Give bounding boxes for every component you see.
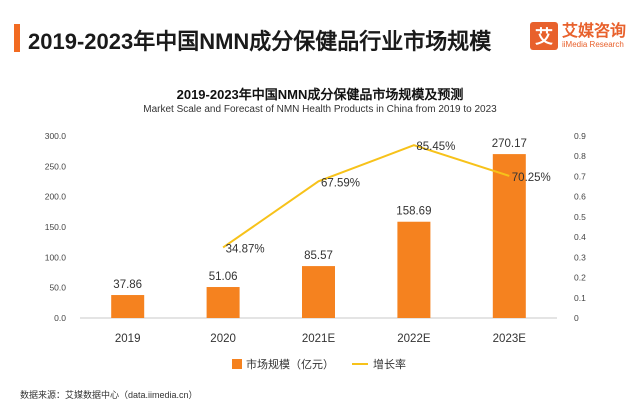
bar-data-label: 37.86 (113, 279, 142, 291)
line-growth-rate (222, 144, 510, 249)
y-left-tick-label: 50.0 (49, 283, 66, 293)
bar-data-label: 85.57 (304, 250, 333, 262)
brand-logo: 艾 艾媒咨询 iiMedia Research (529, 22, 626, 50)
line-data-label: 70.25% (512, 172, 551, 184)
y-left-tick-label: 100.0 (45, 252, 67, 262)
y-right-tick-label: 0.2 (574, 273, 586, 283)
line-data-label: 67.59% (321, 177, 360, 189)
y-right-tick-label: 0 (574, 313, 579, 323)
bar-market-scale (111, 295, 145, 318)
y-left-tick-label: 150.0 (45, 222, 67, 232)
chart-subtitle: Market Scale and Forecast of NMN Health … (143, 104, 497, 115)
y-left-tick-label: 300.0 (45, 131, 67, 141)
page-title: 2019-2023年中国NMN成分保健品行业市场规模 (28, 29, 492, 54)
logo-name-cn: 艾媒咨询 (561, 22, 626, 40)
y-left-tick-label: 0.0 (54, 313, 66, 323)
x-tick-label: 2020 (210, 333, 236, 345)
x-tick-label: 2023E (493, 333, 527, 345)
bar-market-scale (206, 287, 240, 318)
legend-label-bar: 市场规模（亿元） (246, 357, 334, 371)
y-right-tick-label: 0.8 (574, 151, 586, 161)
x-tick-label: 2022E (397, 333, 431, 345)
x-tick-label: 2021E (302, 333, 336, 345)
y-right-tick-label: 0.3 (574, 252, 586, 262)
y-right-tick-label: 0.7 (574, 171, 586, 181)
y-left-tick-label: 250.0 (45, 161, 67, 171)
y-right-tick-label: 0.9 (574, 131, 586, 141)
y-right-tick-label: 0.6 (574, 192, 586, 202)
bar-data-label: 270.17 (492, 138, 527, 150)
x-tick-label: 2019 (115, 333, 141, 345)
chart-title: 2019-2023年中国NMN成分保健品市场规模及预测 (176, 87, 464, 102)
bar-market-scale (492, 154, 526, 318)
bar-data-label: 158.69 (396, 206, 431, 218)
logo-name-en: iiMedia Research (561, 39, 624, 49)
line-data-label: 34.87% (226, 243, 265, 255)
y-right-tick-label: 0.4 (574, 232, 586, 242)
logo-icon: 艾 (529, 22, 558, 50)
header-accent-bar (14, 24, 20, 52)
legend-swatch-bar (232, 359, 242, 369)
bar-data-label: 51.06 (209, 271, 238, 283)
bar-market-scale (397, 221, 431, 318)
bar-market-scale (302, 266, 335, 318)
legend-label-line: 增长率 (373, 357, 406, 371)
y-right-tick-label: 0.5 (574, 212, 586, 222)
data-source-note: 数据来源：艾媒数据中心（data.iimedia.cn） (20, 390, 198, 400)
line-data-label: 85.45% (416, 141, 455, 153)
y-left-tick-label: 200.0 (45, 192, 67, 202)
y-right-tick-label: 0.1 (574, 293, 586, 303)
